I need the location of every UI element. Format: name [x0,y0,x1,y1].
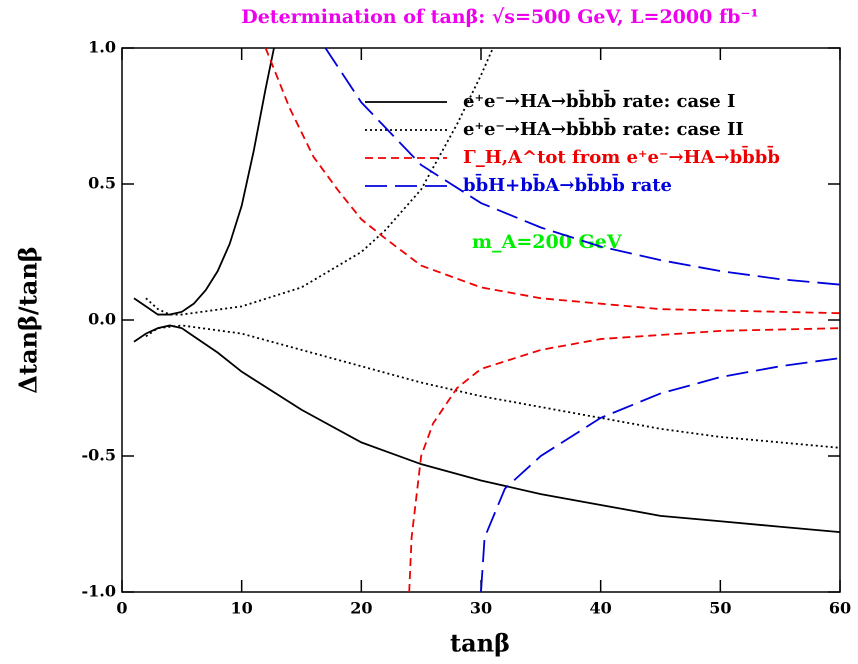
legend-label: e⁺e⁻→HA→bb̄bb̄ rate: case II [463,118,744,140]
x-tick-label: 30 [470,599,492,618]
x-tick-label: 40 [590,599,612,618]
y-tick-label: -0.5 [82,446,116,465]
legend-label: bb̄H+bb̄A→bb̄bb̄ rate [463,174,672,196]
legend-label: Γ_H,A^tot from e⁺e⁻→HA→bb̄bb̄ [463,146,780,168]
x-tick-label: 50 [709,599,731,618]
legend-label: e⁺e⁻→HA→bb̄bb̄ rate: case I [463,90,735,112]
x-tick-label: 10 [231,599,253,618]
y-tick-label: -1.0 [82,582,116,601]
x-tick-label: 0 [116,599,127,618]
series-line [480,357,841,593]
series-line [264,47,841,315]
annotation: m_A=200 GeV [472,231,623,253]
series-line [145,47,494,316]
series-line [133,47,275,316]
series-line [145,324,841,449]
series-line [408,327,841,593]
x-tick-label: 20 [350,599,372,618]
y-axis-label: Δtanβ/tanβ [14,246,43,393]
x-axis-label: tanβ [450,629,510,658]
y-tick-label: 0.0 [88,310,116,329]
series-line [133,324,841,534]
x-tick-label: 60 [829,599,851,618]
chart-title: Determination of tanβ: √s=500 GeV, L=200… [241,6,759,28]
series-line [324,47,841,286]
y-tick-label: 0.5 [88,174,116,193]
y-tick-label: 1.0 [88,38,116,57]
